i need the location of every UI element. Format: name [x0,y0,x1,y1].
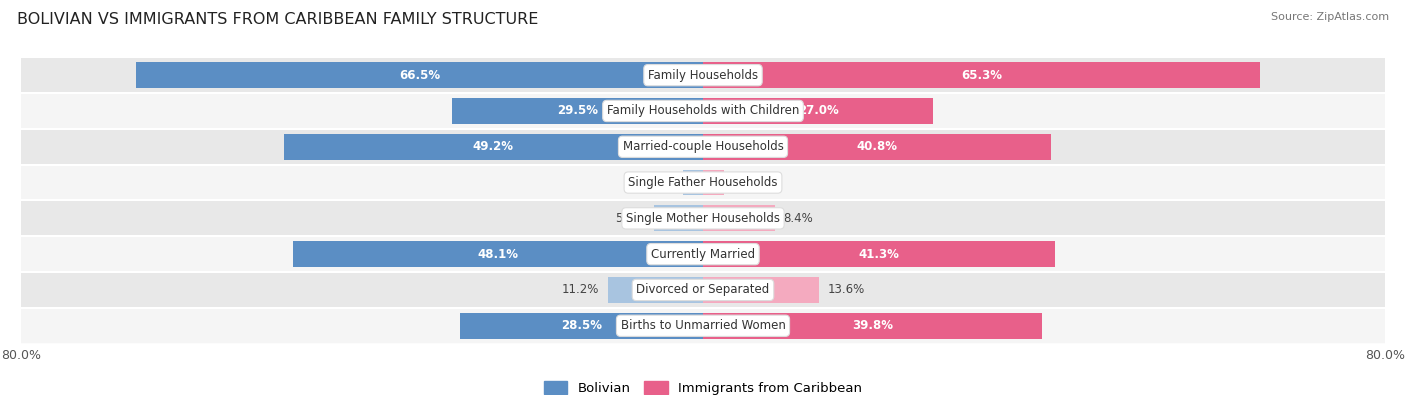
Text: 2.3%: 2.3% [645,176,675,189]
Text: Births to Unmarried Women: Births to Unmarried Women [620,319,786,332]
Text: Currently Married: Currently Married [651,248,755,261]
Text: Single Father Households: Single Father Households [628,176,778,189]
Text: 13.6%: 13.6% [828,284,865,297]
Bar [703,98,934,124]
Bar [654,205,703,231]
Bar [292,241,703,267]
Bar [21,201,1385,236]
Text: 29.5%: 29.5% [557,104,598,117]
Bar [703,241,1054,267]
Bar [703,313,1042,339]
Bar [21,165,1385,201]
Text: 2.5%: 2.5% [733,176,762,189]
Text: Family Households with Children: Family Households with Children [607,104,799,117]
Legend: Bolivian, Immigrants from Caribbean: Bolivian, Immigrants from Caribbean [538,376,868,395]
Text: Married-couple Households: Married-couple Households [623,140,783,153]
Text: 28.5%: 28.5% [561,319,602,332]
Bar [21,57,1385,93]
Bar [703,134,1050,160]
Bar [703,170,724,196]
Text: 40.8%: 40.8% [856,140,897,153]
Text: 8.4%: 8.4% [783,212,813,225]
Text: Divorced or Separated: Divorced or Separated [637,284,769,297]
Bar [703,277,818,303]
Text: 49.2%: 49.2% [472,140,513,153]
Text: 27.0%: 27.0% [797,104,838,117]
Bar [21,93,1385,129]
Text: Source: ZipAtlas.com: Source: ZipAtlas.com [1271,12,1389,22]
Text: Family Households: Family Households [648,69,758,82]
Text: 66.5%: 66.5% [399,69,440,82]
Bar [460,313,703,339]
Bar [21,129,1385,165]
Bar [21,236,1385,272]
Text: 11.2%: 11.2% [561,284,599,297]
Bar [136,62,703,88]
Bar [703,62,1260,88]
Text: 5.8%: 5.8% [616,212,645,225]
Bar [284,134,703,160]
Text: Single Mother Households: Single Mother Households [626,212,780,225]
Text: 65.3%: 65.3% [960,69,1002,82]
Bar [683,170,703,196]
Bar [451,98,703,124]
Text: 39.8%: 39.8% [852,319,893,332]
Text: BOLIVIAN VS IMMIGRANTS FROM CARIBBEAN FAMILY STRUCTURE: BOLIVIAN VS IMMIGRANTS FROM CARIBBEAN FA… [17,12,538,27]
Bar [21,272,1385,308]
Text: 48.1%: 48.1% [478,248,519,261]
Bar [703,205,775,231]
Bar [607,277,703,303]
Bar [21,308,1385,344]
Text: 41.3%: 41.3% [859,248,900,261]
